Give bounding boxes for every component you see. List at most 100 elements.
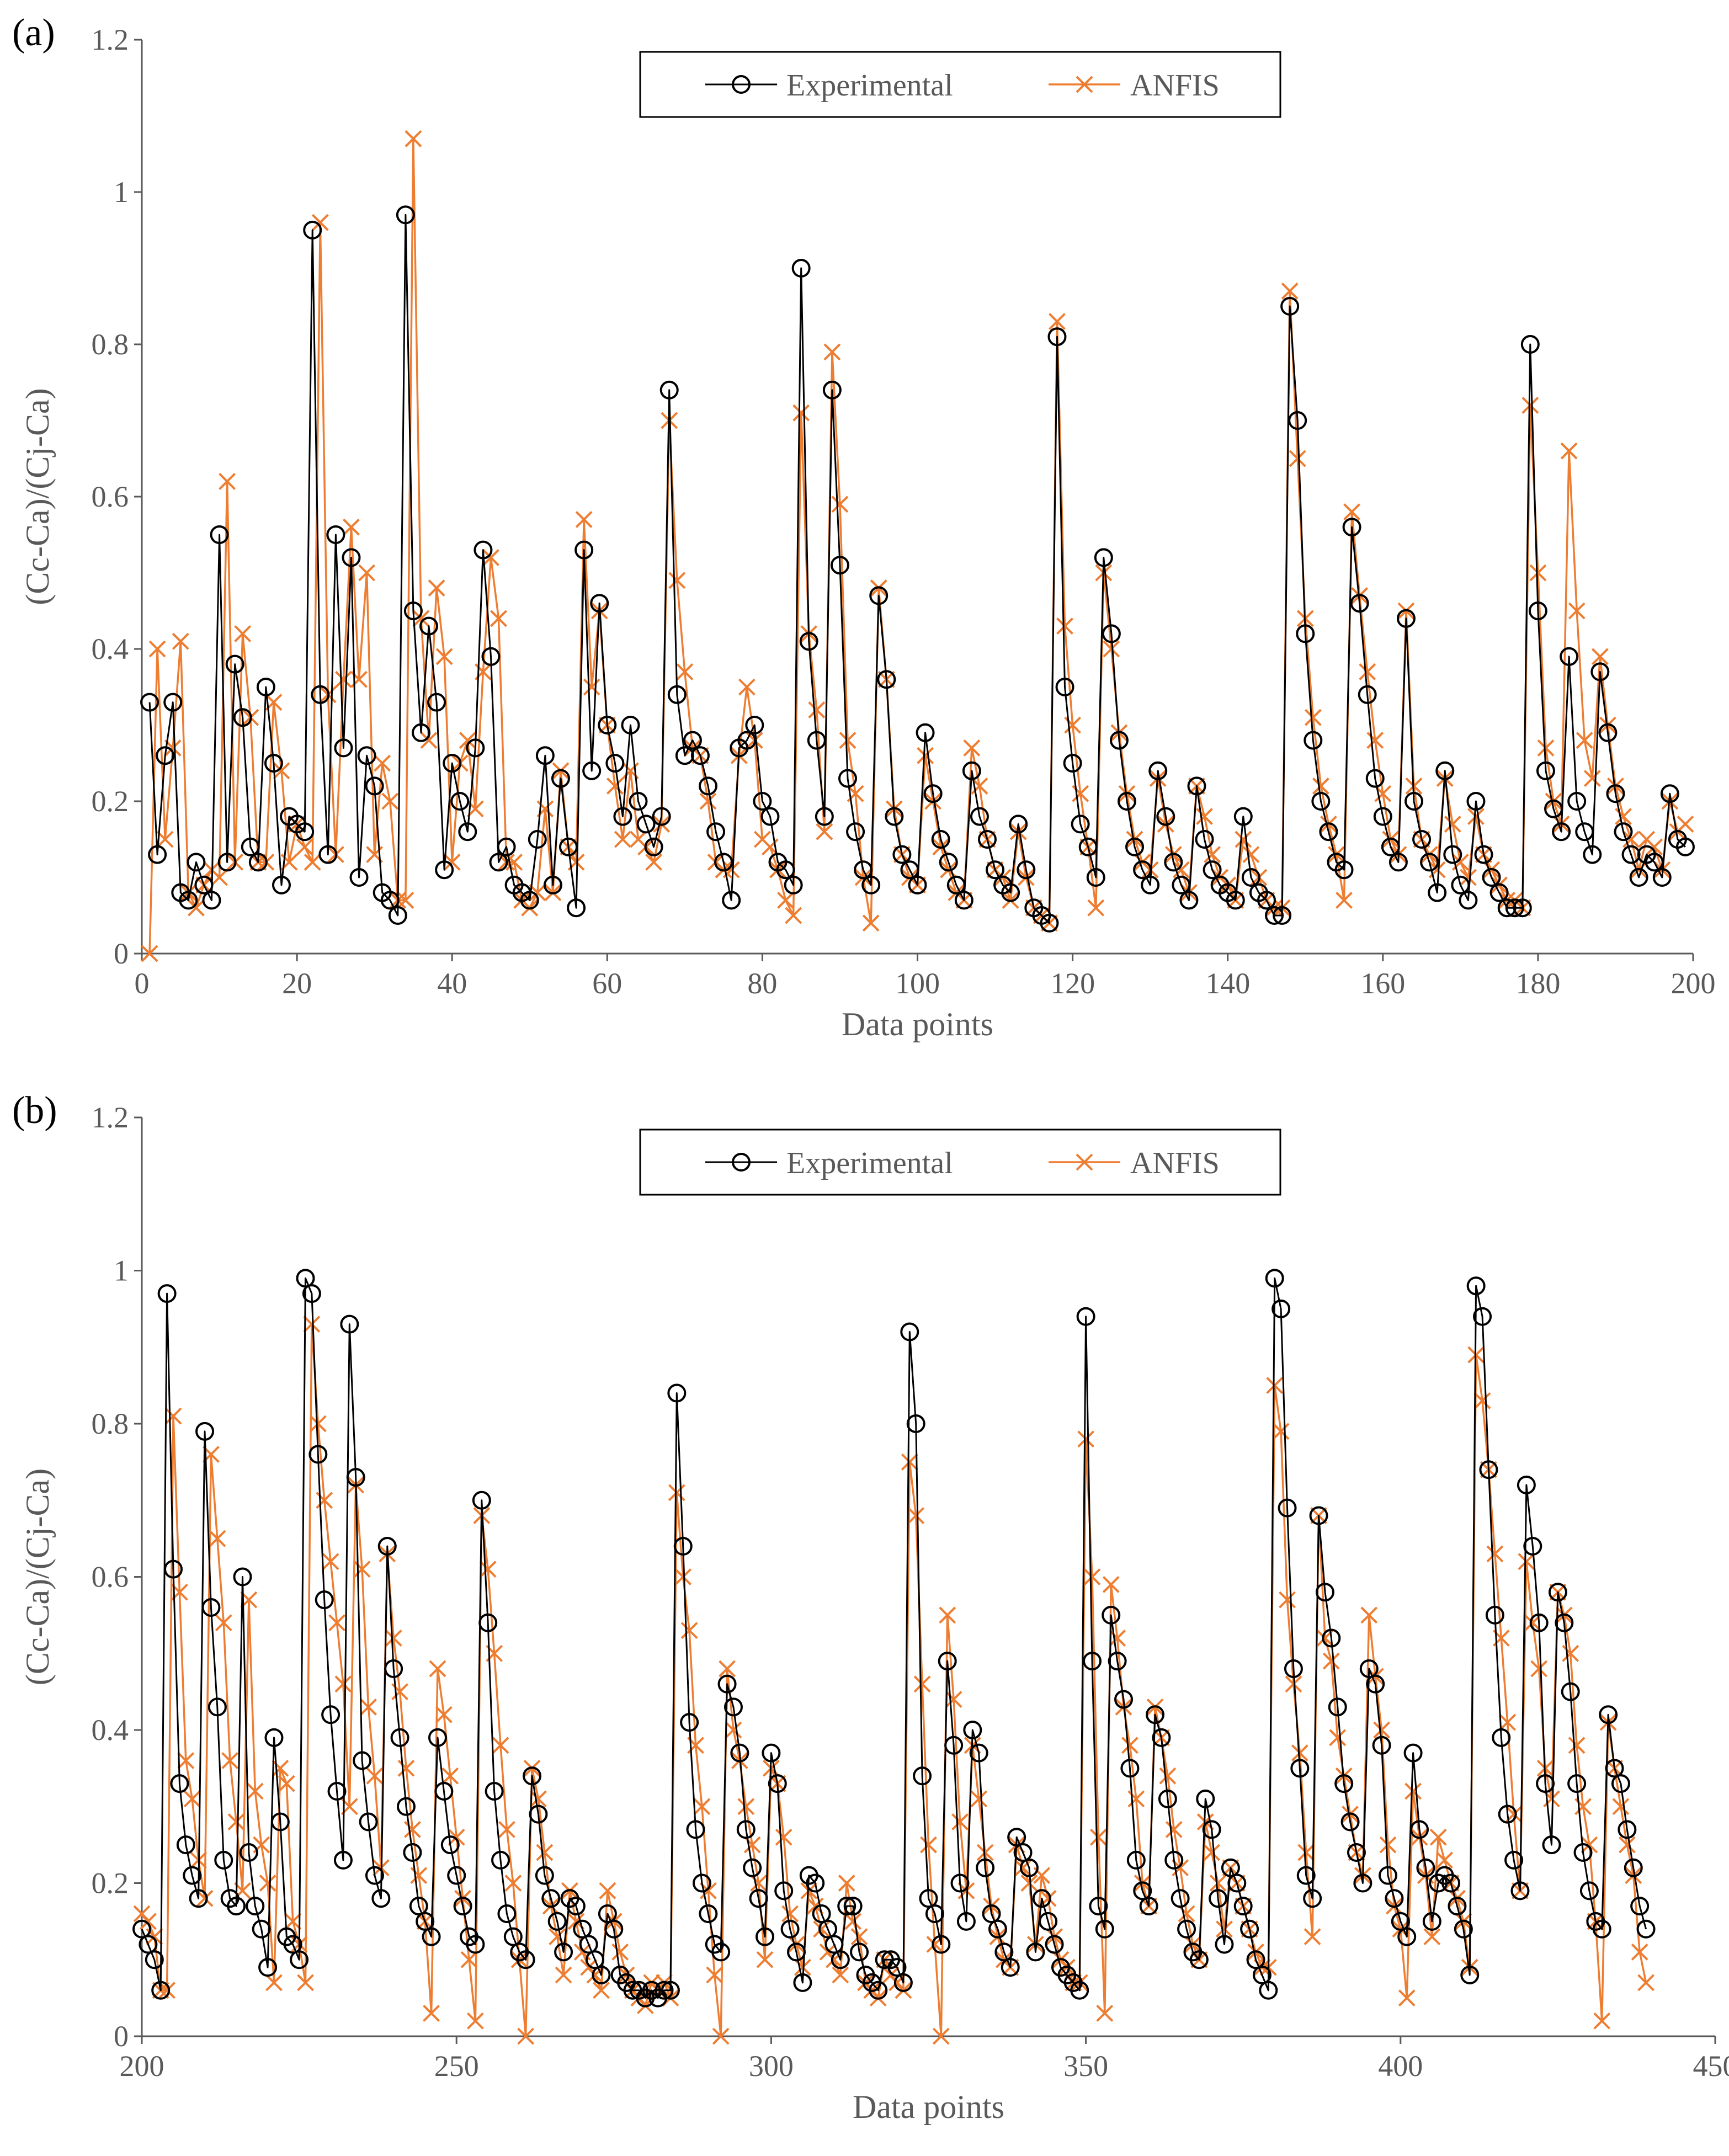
data-point-experimental	[1026, 1942, 1045, 1962]
data-point-experimental	[1296, 624, 1315, 643]
data-point-experimental	[481, 647, 501, 666]
data-point-experimental	[787, 1942, 806, 1962]
data-point-experimental	[1009, 815, 1028, 834]
data-point-experimental	[1443, 845, 1462, 864]
data-point-experimental	[1542, 1835, 1561, 1855]
data-point-anfis	[913, 1675, 931, 1693]
data-point-experimental	[520, 891, 539, 910]
data-point-anfis	[139, 1913, 157, 1930]
data-point-experimental	[598, 1904, 617, 1923]
data-point-experimental	[458, 822, 477, 842]
data-point-experimental	[1405, 792, 1424, 811]
data-point-experimental	[377, 1537, 397, 1556]
data-point-anfis	[1568, 1737, 1586, 1754]
chart-panel-a: 0 0.2 0.4 0.6 0.8 1 1.2 0 20 40 60 80 100 120 140 160 18…	[12, 12, 1716, 1042]
data-point-anfis	[504, 1875, 522, 1892]
data-point-anfis	[530, 1790, 547, 1808]
data-point-experimental	[1202, 1820, 1221, 1839]
data-point-experimental	[1259, 1981, 1278, 2000]
data-point-anfis	[1398, 1989, 1416, 2007]
data-point-experimental	[1296, 1866, 1316, 1885]
data-point-anfis	[1049, 313, 1066, 331]
data-point-anfis	[1209, 1875, 1227, 1892]
data-point-anfis	[907, 1507, 925, 1524]
data-point-experimental	[815, 807, 834, 826]
data-point-experimental	[988, 1919, 1007, 1939]
data-point-anfis	[1172, 861, 1190, 879]
data-point-anfis	[517, 2027, 535, 2045]
data-point-experimental	[1083, 1652, 1102, 1671]
data-point-anfis	[939, 1606, 956, 1624]
data-point-anfis	[177, 1752, 195, 1769]
data-point-anfis	[1272, 1423, 1290, 1440]
data-point-experimental	[939, 853, 958, 872]
data-point-experimental	[541, 1889, 561, 1908]
data-point-experimental	[843, 1897, 863, 1916]
data-point-experimental	[485, 1782, 504, 1801]
data-point-anfis	[555, 1966, 572, 1984]
data-point-anfis	[297, 1974, 314, 1992]
data-point-anfis	[668, 1484, 685, 1502]
data-point-experimental	[1583, 845, 1602, 864]
data-point-experimental	[838, 769, 858, 788]
data-point-experimental	[598, 716, 617, 734]
data-point-anfis	[1499, 1713, 1517, 1731]
data-point-experimental	[1272, 1299, 1291, 1318]
data-point-experimental	[784, 875, 803, 895]
data-point-anfis	[1593, 2012, 1611, 2030]
data-point-experimental	[776, 860, 795, 880]
data-point-experimental	[409, 1897, 428, 1916]
data-point-experimental	[1241, 868, 1260, 887]
data-point-experimental	[1177, 1919, 1196, 1939]
data-point-experimental	[969, 1743, 988, 1763]
data-point-experimental	[946, 875, 966, 895]
data-point-anfis	[1102, 1575, 1120, 1593]
data-point-experimental	[326, 525, 345, 544]
data-point-experimental	[938, 1652, 957, 1671]
data-point-experimental	[264, 754, 283, 773]
data-point-anfis	[1366, 732, 1384, 749]
data-point-anfis	[405, 130, 422, 147]
data-point-experimental	[1280, 297, 1300, 316]
data-point-anfis	[1583, 770, 1601, 787]
data-point-experimental	[1114, 1690, 1134, 1709]
legend-label-anfis: ANFIS	[1130, 68, 1220, 103]
x-tick-label: 100	[895, 967, 940, 1000]
data-point-experimental	[919, 1889, 938, 1908]
data-point-anfis	[606, 777, 624, 795]
data-point-experimental	[1466, 1276, 1486, 1296]
data-point-experimental	[1567, 792, 1587, 811]
data-point-experimental	[1340, 1812, 1360, 1832]
data-point-anfis	[813, 1920, 831, 1938]
data-point-experimental	[1624, 1858, 1643, 1877]
x-tick-label: 250	[434, 2049, 479, 2083]
panel-label: (b)	[12, 1089, 57, 1132]
data-point-experimental	[699, 776, 718, 796]
data-point-experimental	[1164, 1850, 1184, 1870]
data-point-experimental	[791, 259, 811, 278]
data-point-anfis	[1089, 1828, 1107, 1846]
data-point-anfis	[141, 945, 158, 962]
data-point-experimental	[1019, 1858, 1039, 1877]
data-point-experimental	[1396, 609, 1416, 628]
data-point-experimental	[1451, 875, 1470, 895]
y-tick-label: 1	[114, 175, 129, 209]
data-point-anfis	[1291, 1744, 1308, 1762]
data-point-anfis	[838, 1875, 855, 1892]
data-point-experimental	[1381, 837, 1400, 856]
data-point-experimental	[812, 1904, 831, 1923]
data-point-experimental	[854, 860, 873, 880]
data-point-anfis	[1646, 838, 1663, 856]
data-point-experimental	[923, 784, 943, 803]
data-point-experimental	[195, 1422, 215, 1441]
data-point-experimental	[201, 1598, 221, 1617]
data-point-anfis	[575, 510, 593, 528]
data-point-anfis	[1103, 640, 1120, 658]
data-point-experimental	[1517, 1476, 1536, 1494]
data-point-experimental	[590, 594, 609, 613]
legend-marker-experimental	[732, 75, 751, 94]
data-point-experimental	[1290, 1759, 1310, 1778]
data-point-experimental	[1528, 601, 1547, 620]
data-point-experimental	[1372, 1736, 1391, 1755]
data-point-experimental	[547, 1912, 567, 1931]
